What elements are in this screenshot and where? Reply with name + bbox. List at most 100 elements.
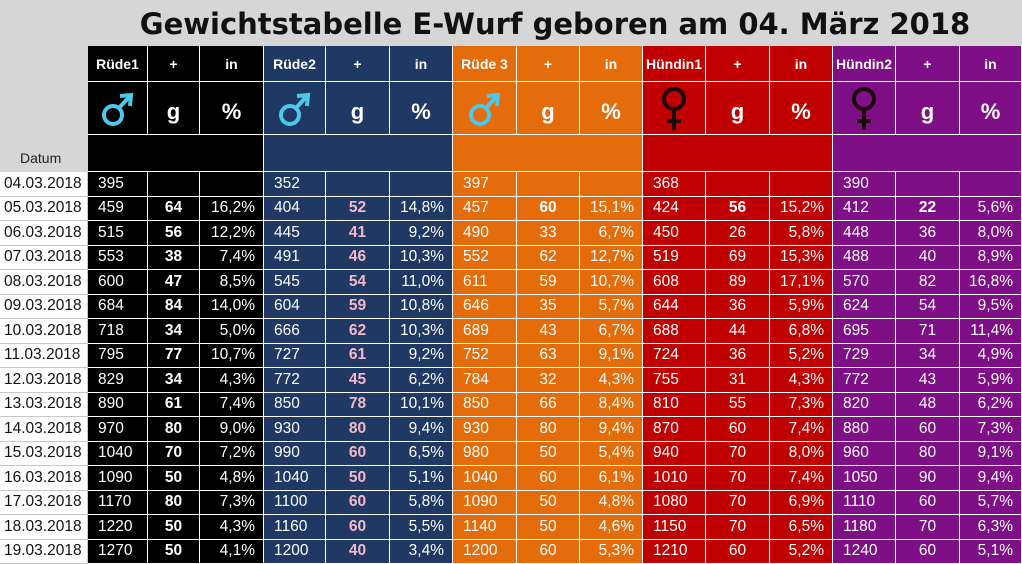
- gain-cell: [148, 172, 200, 197]
- weight-cell: 604: [264, 294, 326, 319]
- weight-cell: 488: [833, 245, 896, 270]
- percent-cell: 15,1%: [580, 196, 643, 221]
- in-header: in: [390, 46, 453, 82]
- percent-cell: 6,5%: [390, 441, 453, 466]
- symbol-cell: [88, 82, 148, 135]
- weight-cell: 515: [88, 221, 148, 246]
- symbol-cell: [264, 82, 326, 135]
- percent-cell: 12,7%: [580, 245, 643, 270]
- date-cell: 16.03.2018: [0, 466, 88, 491]
- gain-cell: 43: [517, 319, 580, 344]
- percent-cell: 5,5%: [390, 515, 453, 540]
- percent-cell: 6,8%: [770, 319, 833, 344]
- male-symbol: [278, 92, 310, 126]
- weight-cell: 820: [833, 392, 896, 417]
- gain-cell: 34: [148, 368, 200, 393]
- gain-cell: 80: [517, 417, 580, 442]
- gain-cell: 50: [517, 490, 580, 515]
- gain-cell: 50: [517, 441, 580, 466]
- percent-cell: 6,9%: [770, 490, 833, 515]
- percent-cell: 6,7%: [580, 319, 643, 344]
- gain-cell: 50: [326, 466, 390, 491]
- percent-cell: 6,7%: [580, 221, 643, 246]
- group-name: Rüde2: [264, 46, 326, 82]
- gain-cell: 60: [706, 539, 770, 564]
- weight-cell: 352: [264, 172, 326, 197]
- weight-cell: 624: [833, 294, 896, 319]
- gain-cell: 77: [148, 343, 200, 368]
- weight-cell: 397: [453, 172, 517, 197]
- gain-cell: 61: [326, 343, 390, 368]
- in-header: in: [580, 46, 643, 82]
- percent-cell: 7,3%: [960, 417, 1022, 442]
- date-cell: 06.03.2018: [0, 221, 88, 246]
- symbol-cell: [643, 82, 706, 135]
- weight-cell: 850: [264, 392, 326, 417]
- weight-cell: 490: [453, 221, 517, 246]
- symbol-part: [468, 104, 491, 126]
- date-cell: 10.03.2018: [0, 319, 88, 344]
- weight-cell: 1110: [833, 490, 896, 515]
- weight-cell: 368: [643, 172, 706, 197]
- gain-cell: 62: [517, 245, 580, 270]
- gain-cell: 50: [517, 515, 580, 540]
- unit-g: g: [706, 82, 770, 135]
- date-cell: 14.03.2018: [0, 417, 88, 442]
- percent-cell: 5,9%: [770, 294, 833, 319]
- gain-cell: 70: [148, 441, 200, 466]
- gain-cell: 40: [896, 245, 960, 270]
- unit-g: g: [517, 82, 580, 135]
- weight-cell: 724: [643, 343, 706, 368]
- percent-cell: 4,8%: [580, 490, 643, 515]
- percent-cell: 15,3%: [770, 245, 833, 270]
- weight-cell: 829: [88, 368, 148, 393]
- gain-cell: 54: [896, 294, 960, 319]
- weight-cell: 390: [833, 172, 896, 197]
- percent-cell: 10,3%: [390, 245, 453, 270]
- weight-cell: 930: [264, 417, 326, 442]
- weight-cell: 404: [264, 196, 326, 221]
- weight-cell: 850: [453, 392, 517, 417]
- weight-cell: 457: [453, 196, 517, 221]
- date-cell: 04.03.2018: [0, 172, 88, 197]
- percent-cell: 7,4%: [770, 417, 833, 442]
- weight-cell: 553: [88, 245, 148, 270]
- gain-cell: 59: [326, 294, 390, 319]
- weight-cell: 729: [833, 343, 896, 368]
- percent-cell: 5,0%: [200, 319, 264, 344]
- gain-cell: 52: [326, 196, 390, 221]
- symbol-part: [294, 94, 308, 110]
- gain-cell: 44: [706, 319, 770, 344]
- weight-cell: 1170: [88, 490, 148, 515]
- weight-cell: 552: [453, 245, 517, 270]
- gain-cell: 80: [148, 417, 200, 442]
- gain-cell: 70: [706, 466, 770, 491]
- weight-cell: 1220: [88, 515, 148, 540]
- weight-cell: 1160: [264, 515, 326, 540]
- percent-cell: 11,4%: [960, 319, 1022, 344]
- gain-cell: 34: [896, 343, 960, 368]
- plus-header: +: [326, 46, 390, 82]
- weight-cell: 450: [643, 221, 706, 246]
- date-cell: 11.03.2018: [0, 343, 88, 368]
- weight-cell: 1040: [453, 466, 517, 491]
- gain-cell: 35: [517, 294, 580, 319]
- percent-cell: 4,6%: [580, 515, 643, 540]
- gain-cell: [517, 172, 580, 197]
- gain-cell: 60: [326, 441, 390, 466]
- weight-cell: 1090: [88, 466, 148, 491]
- table-title: Gewichtstabelle E-Wurf geboren am 04. Mä…: [139, 7, 971, 41]
- percent-cell: 10,1%: [390, 392, 453, 417]
- percent-cell: 4,3%: [580, 368, 643, 393]
- gain-cell: 60: [326, 490, 390, 515]
- percent-cell: 5,1%: [390, 466, 453, 491]
- unit-pct: %: [390, 82, 453, 135]
- weight-cell: 880: [833, 417, 896, 442]
- weight-cell: 1080: [643, 490, 706, 515]
- date-header: Datum: [20, 150, 62, 166]
- percent-cell: 9,4%: [960, 466, 1022, 491]
- percent-cell: [580, 172, 643, 197]
- plus-header: +: [896, 46, 960, 82]
- unit-pct: %: [200, 82, 264, 135]
- blank-band: [88, 135, 264, 172]
